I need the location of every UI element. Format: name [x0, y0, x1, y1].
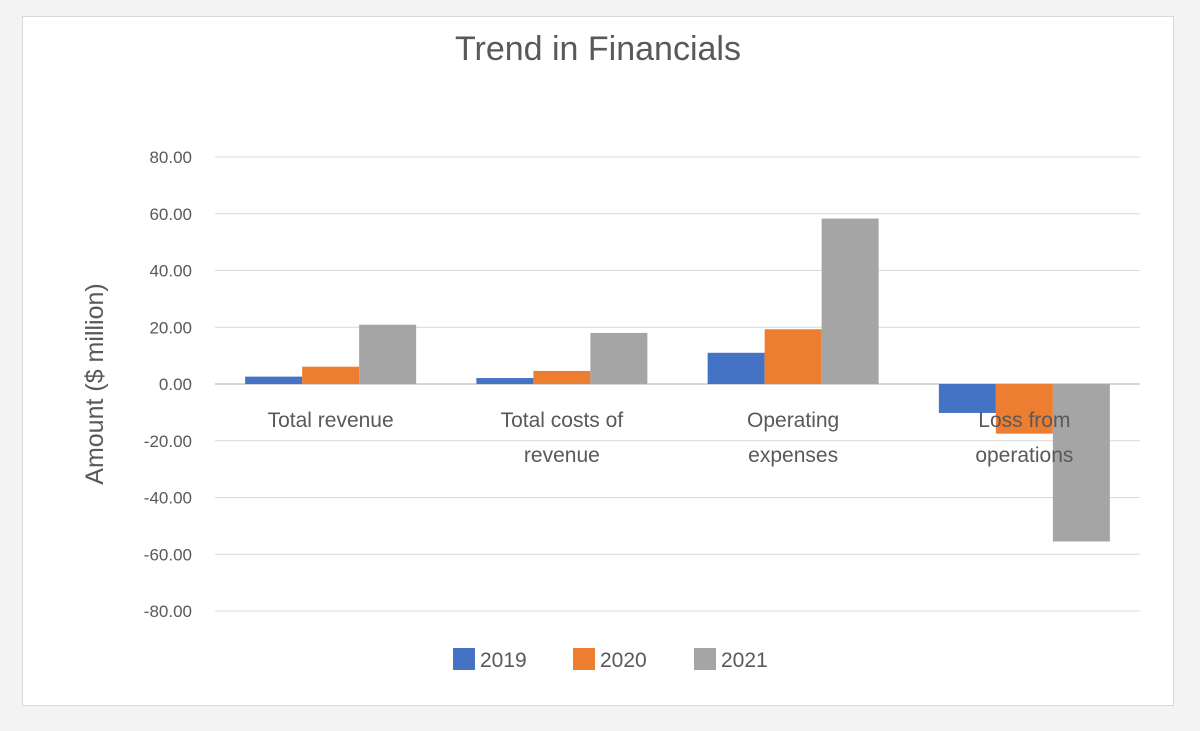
y-tick-label: -20.00	[144, 432, 192, 451]
bar-2020-0	[302, 366, 360, 384]
category-label: Total costs of	[501, 409, 624, 432]
legend-label-2020: 2020	[600, 649, 647, 672]
y-tick-label: -40.00	[144, 489, 192, 508]
legend: 2019 2020 2021	[453, 648, 768, 672]
category-labels: Total revenue Total costs of revenue Operat…	[268, 409, 1074, 467]
bar-2019-0	[245, 376, 303, 384]
y-tick-label: 60.00	[149, 205, 192, 224]
bars	[245, 218, 1110, 542]
chart-title: Trend in Financials	[455, 30, 741, 68]
bar-2020-3	[995, 384, 1053, 434]
legend-swatch-2020	[573, 648, 595, 670]
legend-swatch-2019	[453, 648, 475, 670]
category-label: expenses	[748, 444, 838, 467]
y-axis-ticks: 80.00 60.00 40.00 20.00 0.00 -20.00 -40.00 -60.…	[144, 148, 192, 621]
legend-label-2021: 2021	[721, 649, 768, 672]
bar-2021-2	[821, 218, 879, 384]
category-label: operations	[975, 444, 1073, 467]
category-label: Operating	[747, 409, 839, 432]
y-tick-label: 80.00	[149, 148, 192, 167]
y-tick-label: 40.00	[149, 262, 192, 281]
y-axis-label: Amount ($ million)	[81, 283, 109, 484]
y-tick-label: 20.00	[149, 318, 192, 337]
bar-2020-1	[533, 370, 591, 384]
category-label: Loss from	[978, 409, 1070, 432]
bar-2019-3	[938, 384, 996, 413]
bar-2020-2	[764, 329, 822, 384]
bar-2021-0	[359, 324, 417, 384]
y-tick-label: -80.00	[144, 602, 192, 621]
category-label: revenue	[524, 444, 600, 467]
bar-2021-1	[590, 332, 648, 384]
bar-2019-2	[707, 352, 765, 384]
legend-label-2019: 2019	[480, 649, 527, 672]
legend-swatch-2021	[694, 648, 716, 670]
category-label: Total revenue	[268, 409, 394, 432]
bar-2019-1	[476, 378, 534, 384]
bar-2021-3	[1052, 384, 1110, 542]
y-tick-label: 0.00	[159, 375, 192, 394]
y-tick-label: -60.00	[144, 545, 192, 564]
